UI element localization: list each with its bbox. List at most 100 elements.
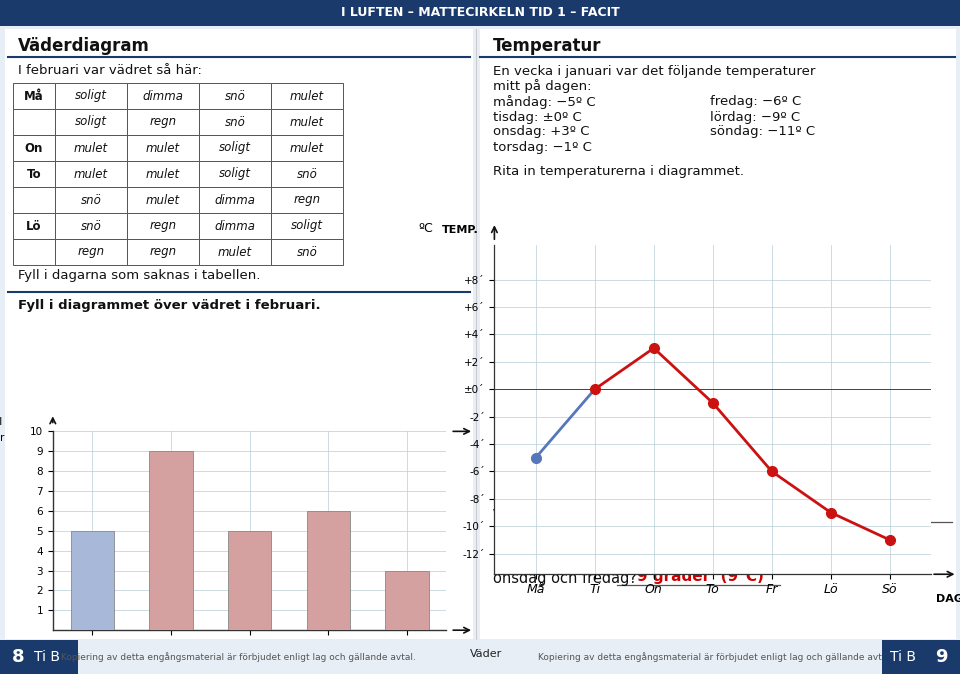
Text: Må: Må	[24, 90, 44, 102]
Bar	[55, 83, 127, 109]
Text: måndag: −5º C: måndag: −5º C	[493, 95, 595, 109]
Text: Väderdiagram: Väderdiagram	[18, 37, 150, 55]
Bar	[13, 213, 55, 239]
Text: soligt: soligt	[291, 220, 323, 233]
Bar	[13, 109, 55, 135]
Bar	[271, 161, 343, 187]
Text: lördag: −9º C: lördag: −9º C	[710, 111, 800, 123]
Text: regn: regn	[294, 193, 321, 206]
Bar	[480, 29, 956, 639]
Text: mulet: mulet	[290, 90, 324, 102]
Text: söndag: −11º C: söndag: −11º C	[710, 125, 815, 138]
Text: I LUFTEN – MATTECIRKELN TID 1 – FACIT: I LUFTEN – MATTECIRKELN TID 1 – FACIT	[341, 7, 619, 20]
Bar	[882, 640, 960, 674]
Text: Rita in temperaturerna i diagrammet.: Rita in temperaturerna i diagrammet.	[493, 166, 744, 179]
Text: En vecka i januari var det följande temperaturer: En vecka i januari var det följande temp…	[493, 65, 815, 78]
Text: tisdag: ±0º C: tisdag: ±0º C	[493, 111, 582, 123]
Bar	[55, 135, 127, 161]
Text: mulet: mulet	[74, 142, 108, 154]
Bar	[127, 239, 199, 265]
Bar	[13, 135, 55, 161]
Text: mulet: mulet	[290, 115, 324, 129]
Bar	[127, 213, 199, 239]
Bar	[0, 0, 960, 26]
Text: mulet: mulet	[146, 142, 180, 154]
Text: regn: regn	[150, 220, 177, 233]
Bar	[385, 570, 428, 630]
Text: soligt: soligt	[75, 115, 107, 129]
Bar	[199, 109, 271, 135]
Bar	[55, 161, 127, 187]
Bar	[55, 239, 127, 265]
Bar	[271, 239, 343, 265]
Text: onsdag: +3º C: onsdag: +3º C	[493, 125, 589, 138]
Text: snö: snö	[297, 245, 318, 259]
Text: dimma: dimma	[214, 193, 255, 206]
Text: snö: snö	[225, 115, 246, 129]
Text: 9 grader  (9°C): 9 grader (9°C)	[636, 570, 763, 584]
Bar	[13, 187, 55, 213]
Bar	[55, 187, 127, 213]
Text: Temperatur: Temperatur	[493, 37, 602, 55]
Text: mulet: mulet	[146, 193, 180, 206]
Bar	[271, 187, 343, 213]
Text: dimma: dimma	[142, 90, 183, 102]
Text: onsdagen: onsdagen	[768, 506, 852, 522]
Bar	[13, 239, 55, 265]
Text: snö: snö	[297, 168, 318, 181]
Text: soligt: soligt	[219, 142, 251, 154]
Text: DAG: DAG	[936, 594, 960, 604]
Text: mitt på dagen:: mitt på dagen:	[493, 79, 591, 93]
Text: soligt: soligt	[219, 168, 251, 181]
Text: TEMP.: TEMP.	[442, 226, 479, 235]
Bar	[150, 452, 193, 630]
Bar	[5, 29, 473, 639]
Bar	[199, 187, 271, 213]
Text: mulet: mulet	[74, 168, 108, 181]
Text: snö: snö	[81, 193, 102, 206]
Bar	[13, 161, 55, 187]
Bar	[0, 640, 78, 674]
Text: Lö: Lö	[26, 220, 41, 233]
Bar	[271, 83, 343, 109]
Bar	[13, 83, 55, 109]
Text: Ti B: Ti B	[890, 650, 916, 664]
Text: Hur mycket sjönk temperaturen mellan: Hur mycket sjönk temperaturen mellan	[493, 549, 781, 563]
Bar	[127, 83, 199, 109]
Text: fredag: −6º C: fredag: −6º C	[710, 96, 802, 109]
Text: Kopiering av detta engångsmaterial är förbjudet enligt lag och gällande avtal.: Kopiering av detta engångsmaterial är fö…	[538, 652, 893, 662]
Text: I februari var vädret så här:: I februari var vädret så här:	[18, 63, 202, 77]
Text: Vilken dag var varmast?: Vilken dag var varmast?	[493, 510, 670, 524]
Text: Fyll i dagarna som saknas i tabellen.: Fyll i dagarna som saknas i tabellen.	[18, 268, 260, 282]
Text: Kopiering av detta engångsmaterial är förbjudet enligt lag och gällande avtal.: Kopiering av detta engångsmaterial är fö…	[60, 652, 416, 662]
Bar	[127, 161, 199, 187]
Bar	[199, 161, 271, 187]
Text: Väder: Väder	[470, 649, 502, 659]
Bar	[306, 511, 349, 630]
Text: regn: regn	[150, 245, 177, 259]
Text: On: On	[25, 142, 43, 154]
Bar	[127, 187, 199, 213]
Text: Fyll i diagrammet över vädret i februari.: Fyll i diagrammet över vädret i februari…	[18, 299, 321, 313]
Bar	[127, 109, 199, 135]
Text: mulet: mulet	[218, 245, 252, 259]
Text: snö: snö	[225, 90, 246, 102]
Bar	[199, 239, 271, 265]
Text: ºC: ºC	[419, 222, 433, 235]
Text: mulet: mulet	[146, 168, 180, 181]
Bar	[271, 109, 343, 135]
Text: snö: snö	[81, 220, 102, 233]
Text: 8: 8	[12, 648, 25, 666]
Text: regn: regn	[150, 115, 177, 129]
Text: dagar: dagar	[0, 433, 5, 443]
Text: mulet: mulet	[290, 142, 324, 154]
Bar	[199, 83, 271, 109]
Bar	[199, 213, 271, 239]
Bar	[228, 531, 272, 630]
Bar	[199, 135, 271, 161]
Text: To: To	[27, 168, 41, 181]
Text: Antal: Antal	[0, 417, 4, 427]
Text: torsdag: −1º C: torsdag: −1º C	[493, 140, 592, 154]
Text: Ti B: Ti B	[34, 650, 60, 664]
Bar	[55, 109, 127, 135]
